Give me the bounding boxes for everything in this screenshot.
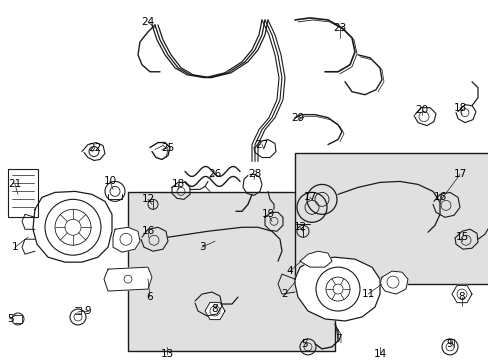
Text: 16: 16 (432, 192, 446, 202)
Bar (8, 170, 38, 217)
Polygon shape (294, 257, 379, 321)
Text: 18: 18 (171, 179, 184, 189)
Text: 9: 9 (446, 339, 452, 349)
Text: 28: 28 (248, 170, 261, 179)
Text: 21: 21 (8, 179, 21, 189)
Text: 18: 18 (452, 103, 466, 113)
Text: 12: 12 (293, 222, 306, 232)
Polygon shape (33, 192, 112, 262)
Text: 8: 8 (458, 292, 465, 302)
Text: 4: 4 (286, 266, 293, 276)
Polygon shape (379, 271, 407, 294)
Text: 15: 15 (454, 232, 468, 242)
Text: 24: 24 (141, 17, 154, 27)
Polygon shape (299, 251, 331, 267)
Text: 26: 26 (208, 170, 221, 179)
Text: 1: 1 (12, 242, 18, 252)
Text: 25: 25 (161, 143, 174, 153)
Text: 3: 3 (198, 242, 205, 252)
Polygon shape (113, 227, 140, 252)
Text: 12: 12 (141, 194, 154, 204)
Text: 2: 2 (281, 289, 288, 299)
Text: 5: 5 (301, 339, 307, 349)
Bar (128, 192, 334, 351)
Text: 19: 19 (261, 209, 274, 219)
Text: 7: 7 (334, 334, 341, 344)
Text: 9: 9 (84, 306, 91, 316)
Text: 23: 23 (333, 23, 346, 33)
Text: 6: 6 (146, 292, 153, 302)
Text: 17: 17 (303, 192, 316, 202)
Text: 11: 11 (361, 289, 374, 299)
Text: 16: 16 (141, 226, 154, 236)
Text: 20: 20 (415, 105, 427, 114)
Text: 14: 14 (373, 349, 386, 359)
Text: 8: 8 (211, 304, 218, 314)
Bar (294, 153, 488, 284)
Text: 13: 13 (160, 349, 173, 359)
Text: 27: 27 (255, 140, 268, 149)
Text: 5: 5 (7, 314, 13, 324)
Text: 29: 29 (291, 113, 304, 123)
Text: 17: 17 (452, 170, 466, 179)
Polygon shape (204, 302, 224, 320)
Text: 10: 10 (103, 176, 116, 186)
Polygon shape (451, 285, 471, 303)
Polygon shape (104, 267, 152, 291)
Text: 22: 22 (88, 143, 102, 153)
